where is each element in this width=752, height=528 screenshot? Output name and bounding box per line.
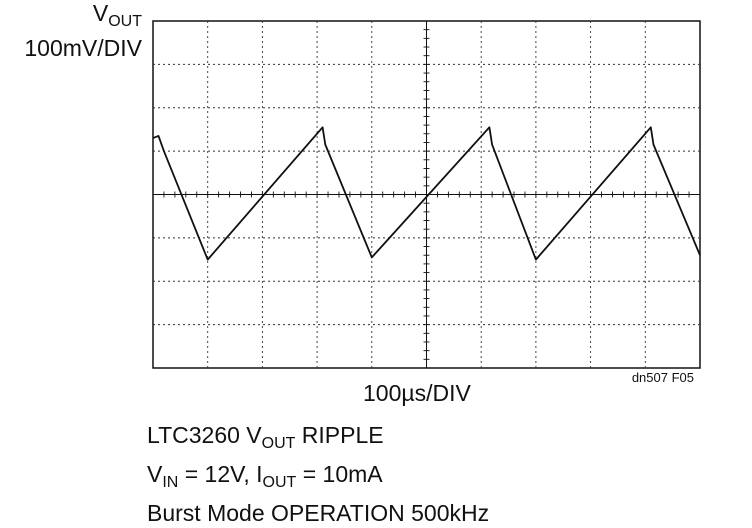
- y-axis-label: VOUT 100mV/DIV: [24, 0, 142, 61]
- caption-line-1-suffix: RIPPLE: [295, 422, 384, 448]
- caption-line-2-i-subscript: OUT: [262, 474, 297, 491]
- caption-line-2-v-subscript: IN: [162, 474, 179, 491]
- caption-line-2-iout-value: = 10mA: [296, 461, 383, 487]
- x-axis-label: 100µs/DIV: [363, 380, 471, 406]
- y-axis-symbol: V: [92, 0, 109, 26]
- figure-id: dn507 F05: [631, 370, 694, 385]
- vout-ripple-trace: [152, 126, 701, 261]
- caption-line-1: LTC3260 VOUT RIPPLE: [147, 420, 489, 459]
- caption-line-2: VIN = 12V, IOUT = 10mA: [147, 459, 489, 498]
- y-axis-subscript: OUT: [108, 13, 142, 30]
- y-axis-scale: 100mV/DIV: [24, 35, 142, 61]
- grid: [152, 20, 701, 369]
- caption-line-3: Burst Mode OPERATION 500kHz: [147, 500, 490, 526]
- caption-line-2-v: V: [147, 461, 163, 487]
- caption-line-1-text: LTC3260 V: [147, 422, 262, 448]
- figure-caption: LTC3260 VOUT RIPPLE VIN = 12V, IOUT = 10…: [147, 420, 489, 528]
- caption-line-1-subscript: OUT: [261, 435, 296, 452]
- caption-line-2-vin-value: = 12V, I: [178, 461, 263, 487]
